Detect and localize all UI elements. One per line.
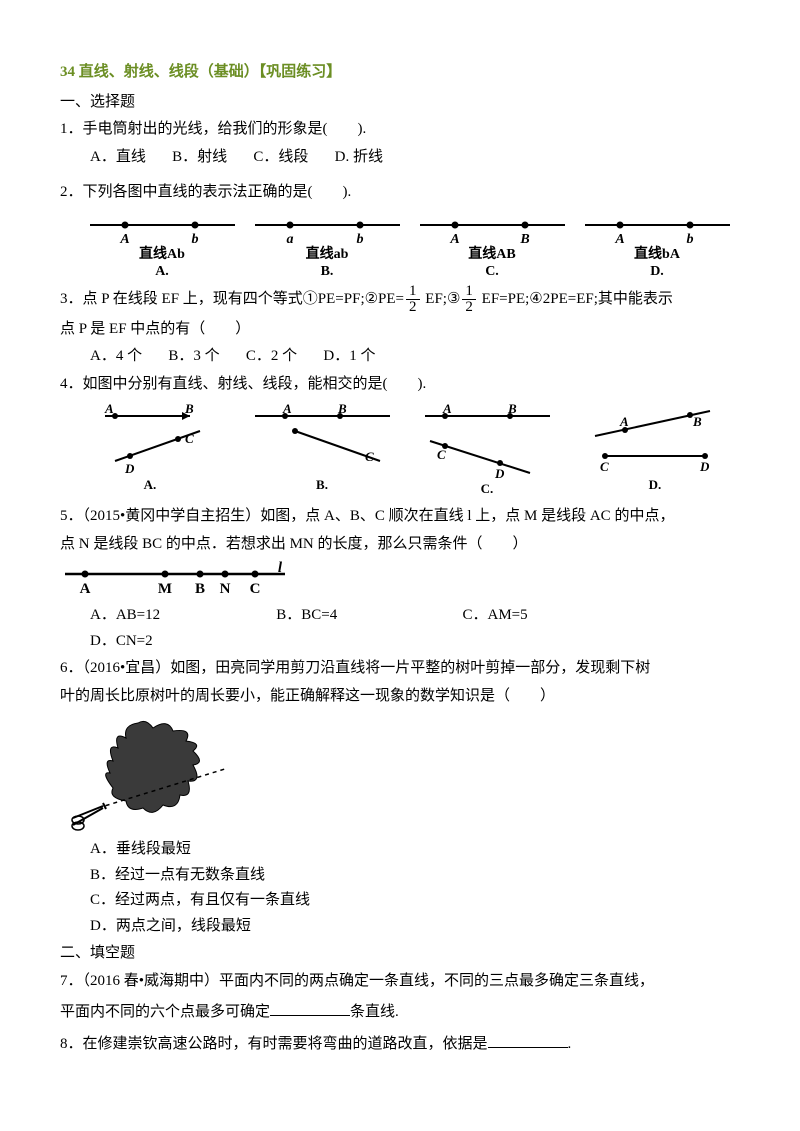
- q6-figure: [68, 713, 741, 833]
- svg-text:A: A: [80, 581, 91, 597]
- q5-options: A．AB=12 B．BC=4 C．AM=5 D．CN=2: [90, 603, 740, 654]
- leaf-svg: [68, 713, 238, 833]
- q5-b: B．BC=4: [276, 603, 436, 629]
- svg-text:A: A: [619, 414, 629, 429]
- svg-text:B.: B.: [316, 477, 328, 492]
- svg-text:D.: D.: [650, 264, 664, 279]
- q5-c: C．AM=5: [463, 603, 623, 629]
- svg-text:b: b: [687, 232, 694, 247]
- q1-text: 1．手电筒射出的光线，给我们的形象是( ).: [60, 117, 740, 143]
- q7-l2a: 平面内不同的六个点最多可确定: [60, 1004, 270, 1020]
- q6-d: D．两点之间，线段最短: [90, 914, 740, 940]
- q3-a: A．4 个: [90, 348, 142, 364]
- q3-p3: EF=PE;④2PE=EF;其中能表示: [478, 290, 673, 306]
- svg-text:C.: C.: [485, 264, 499, 279]
- svg-text:A: A: [449, 232, 459, 247]
- q7-l2b: 条直线.: [350, 1004, 399, 1020]
- section-2: 二、填空题: [60, 941, 740, 967]
- svg-text:直线AB: 直线AB: [468, 245, 515, 262]
- q3-line2: 点 P 是 EF 中点的有（ ）: [60, 317, 740, 343]
- svg-text:B: B: [519, 232, 529, 247]
- q6-line1: 6．（2016•宜昌）如图，田亮同学用剪刀沿直线将一片平整的树叶剪掉一部分，发现…: [60, 656, 740, 682]
- svg-text:B: B: [195, 581, 205, 597]
- q2-svg: A b 直线Ab A. a b 直线ab B. A B 直线AB C. A b …: [90, 210, 730, 280]
- q7-blank: [270, 1000, 350, 1016]
- q6-options: A．垂线段最短 B．经过一点有无数条直线 C．经过两点，有且仅有一条直线 D．两…: [60, 837, 740, 939]
- svg-text:b: b: [192, 232, 199, 247]
- svg-text:C: C: [437, 447, 446, 462]
- section-1: 一、选择题: [60, 90, 740, 116]
- q5-d: D．CN=2: [90, 629, 250, 655]
- svg-text:C: C: [185, 431, 194, 446]
- q1-d: D. 折线: [335, 149, 383, 165]
- svg-text:a: a: [287, 232, 294, 247]
- svg-text:A: A: [119, 232, 129, 247]
- q4-figure: A B C D A. A B C B.: [90, 401, 740, 496]
- svg-text:B: B: [337, 401, 347, 416]
- frac-half-2: 12: [462, 284, 476, 315]
- q8-blank: [488, 1032, 568, 1048]
- q7-line2: 平面内不同的六个点最多可确定 条直线.: [60, 1000, 740, 1026]
- q7-line1: 7．（2016 春•威海期中）平面内不同的两点确定一条直线，不同的三点最多确定三…: [60, 969, 740, 995]
- svg-text:M: M: [158, 581, 172, 597]
- svg-text:A: A: [104, 401, 114, 416]
- svg-text:b: b: [357, 232, 364, 247]
- q3-line1: 3．点 P 在线段 EF 上，现有四个等式①PE=PF;②PE=12 EF;③1…: [60, 284, 740, 315]
- q1-b: B．射线: [172, 149, 227, 165]
- svg-text:B: B: [184, 401, 194, 416]
- q5-line2: 点 N 是线段 BC 的中点．若想求出 MN 的长度，那么只需条件（ ）: [60, 532, 740, 558]
- svg-text:C: C: [250, 581, 261, 597]
- svg-text:C: C: [365, 449, 374, 464]
- svg-text:D: D: [699, 459, 710, 474]
- q1-options: A．直线 B．射线 C．线段 D. 折线: [90, 145, 740, 171]
- q5-a: A．AB=12: [90, 603, 250, 629]
- q4-text: 4．如图中分别有直线、射线、线段，能相交的是( ).: [60, 372, 740, 398]
- q1-c: C．线段: [253, 149, 308, 165]
- q2-text: 2．下列各图中直线的表示法正确的是( ).: [60, 180, 740, 206]
- svg-text:D: D: [494, 466, 505, 481]
- page-title: 34 直线、射线、线段（基础）【巩固练习】: [60, 60, 740, 86]
- svg-text:C.: C.: [481, 481, 494, 496]
- svg-text:D.: D.: [649, 477, 662, 492]
- svg-text:直线bA: 直线bA: [634, 245, 681, 262]
- q6-a: A．垂线段最短: [90, 837, 740, 863]
- q2-figure: A b 直线Ab A. a b 直线ab B. A B 直线AB C. A b …: [90, 210, 740, 280]
- svg-text:B.: B.: [321, 264, 334, 279]
- q5-svg: A M B N C l: [60, 561, 300, 599]
- q3-c: C．2 个: [246, 348, 297, 364]
- svg-text:B: B: [507, 401, 517, 416]
- svg-text:C: C: [600, 459, 609, 474]
- q8: 8．在修建崇钦高速公路时，有时需要将弯曲的道路改直，依据是.: [60, 1032, 740, 1058]
- q6-c: C．经过两点，有且仅有一条直线: [90, 888, 740, 914]
- q8-post: .: [568, 1036, 572, 1052]
- q3-options: A．4 个 B．3 个 C．2 个 D．1 个: [90, 344, 740, 370]
- q5-figure: A M B N C l: [60, 561, 740, 599]
- q1-a: A．直线: [90, 149, 146, 165]
- q3-b: B．3 个: [168, 348, 219, 364]
- q6-b: B．经过一点有无数条直线: [90, 863, 740, 889]
- svg-text:N: N: [220, 581, 231, 597]
- svg-text:直线Ab: 直线Ab: [139, 245, 185, 262]
- svg-text:A: A: [282, 401, 292, 416]
- q3-p2: EF;③: [422, 290, 461, 306]
- q8-pre: 8．在修建崇钦高速公路时，有时需要将弯曲的道路改直，依据是: [60, 1036, 488, 1052]
- svg-text:D: D: [124, 461, 135, 476]
- frac-half-1: 12: [406, 284, 420, 315]
- q5-line1: 5．（2015•黄冈中学自主招生）如图，点 A、B、C 顺次在直线 l 上，点 …: [60, 504, 740, 530]
- svg-text:直线ab: 直线ab: [306, 245, 349, 262]
- svg-text:A.: A.: [144, 477, 157, 492]
- q3-p1: 3．点 P 在线段 EF 上，现有四个等式①PE=PF;②PE=: [60, 290, 404, 306]
- q4-svg: A B C D A. A B C B.: [90, 401, 730, 496]
- svg-text:A: A: [442, 401, 452, 416]
- svg-text:B: B: [692, 414, 702, 429]
- q6-line2: 叶的周长比原树叶的周长要小，能正确解释这一现象的数学知识是（ ）: [60, 684, 740, 710]
- q3-d: D．1 个: [323, 348, 375, 364]
- svg-text:A: A: [614, 232, 624, 247]
- svg-text:A.: A.: [155, 264, 169, 279]
